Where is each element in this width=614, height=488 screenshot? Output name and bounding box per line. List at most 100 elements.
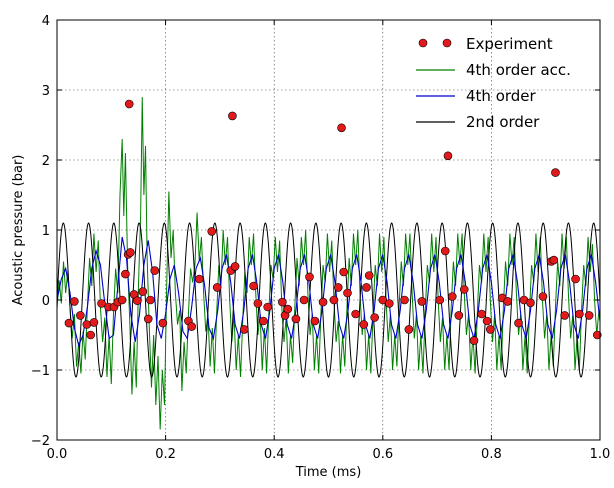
experiment-point (126, 248, 135, 257)
experiment-point (150, 266, 160, 275)
axis-ticks: 0.0 0.2 0.4 0.6 0.8 1.0 −2 −1 0 1 2 3 4 (31, 14, 611, 462)
experiment-point (97, 299, 106, 308)
experiment-point (253, 299, 263, 308)
experiment-point (440, 246, 450, 256)
y-axis-label: Acoustic pressure (bar) (11, 155, 26, 306)
experiment-point (551, 168, 560, 177)
experiment-point (82, 320, 92, 329)
experiment-point (571, 274, 580, 284)
experiment-point (138, 287, 148, 296)
experiment-point (76, 311, 85, 320)
experiment-point (404, 325, 414, 334)
experiment-point (333, 283, 343, 292)
experiment-point (207, 227, 217, 236)
experiment-point (526, 298, 535, 308)
legend-marker-experiment-2 (442, 38, 452, 48)
experiment-point (158, 318, 168, 328)
experiment-point (212, 283, 222, 292)
experiment-point (283, 304, 293, 314)
x-tick-label: 0.8 (481, 447, 502, 462)
series-line-4th-order-acc (57, 96, 600, 430)
experiment-point (378, 295, 388, 305)
legend-label-experiment: Experiment (466, 35, 553, 53)
experiment-point (447, 292, 457, 301)
experiment-point (575, 309, 584, 319)
y-tick-label: 2 (42, 154, 50, 169)
x-tick-label: 1.0 (590, 447, 611, 462)
experiment-point (249, 281, 258, 291)
x-tick-label: 0.6 (372, 447, 393, 462)
x-tick-label: 0.0 (47, 447, 68, 462)
experiment-point (514, 318, 523, 328)
experiment-point (359, 320, 369, 329)
experiment-point (318, 297, 328, 307)
x-axis-label: Time (ms) (295, 465, 362, 480)
experiment-point (194, 274, 204, 284)
experiment-point (121, 269, 130, 279)
x-tick-label: 0.4 (264, 447, 285, 462)
experiment-point (64, 318, 74, 328)
series-layer (57, 96, 602, 430)
experiment-point (477, 309, 486, 319)
experiment-point (417, 297, 427, 306)
experiment-point (299, 295, 309, 305)
experiment-point (560, 311, 570, 320)
experiment-point (339, 267, 349, 277)
experiment-point (124, 99, 134, 109)
legend-marker-experiment (418, 38, 428, 48)
experiment-point (70, 297, 79, 306)
legend: Experiment 4th order acc. 4th order 2nd … (416, 35, 571, 131)
experiment-point (549, 255, 559, 265)
experiment-point (291, 314, 301, 324)
experiment-point (592, 330, 602, 340)
experiment-point (482, 316, 492, 326)
legend-entry-2nd-order: 2nd order (416, 113, 540, 131)
y-tick-label: 3 (42, 84, 50, 99)
experiment-point (329, 295, 339, 305)
experiment-point (454, 311, 464, 320)
experiment-point (385, 299, 394, 308)
experiment-point (459, 285, 469, 294)
y-tick-label: 4 (42, 14, 50, 29)
experiment-point (187, 322, 196, 331)
legend-label-4th-order: 4th order (466, 87, 537, 105)
experiment-point (305, 272, 314, 282)
experiment-point (259, 316, 268, 326)
y-tick-label: 1 (42, 224, 50, 239)
experiment-point (117, 295, 127, 305)
experiment-point (133, 296, 142, 306)
experiment-point (263, 302, 272, 312)
experiment-point (370, 313, 379, 322)
experiment-point (351, 309, 360, 319)
experiment-point (230, 262, 240, 271)
legend-entry-4th-order: 4th order (416, 87, 537, 105)
y-tick-label: −2 (31, 434, 50, 449)
experiment-point (86, 330, 95, 340)
experiment-point (443, 151, 453, 161)
experiment-point (240, 325, 249, 334)
legend-label-4th-order-acc: 4th order acc. (466, 61, 571, 79)
series-line-4th-order (57, 236, 600, 348)
y-tick-label: −1 (31, 364, 50, 379)
legend-label-2nd-order: 2nd order (466, 113, 540, 131)
experiment-point (337, 123, 346, 133)
experiment-point (364, 271, 374, 280)
experiment-point (400, 295, 409, 305)
experiment-point (435, 295, 445, 305)
legend-entry-experiment: Experiment (418, 35, 553, 53)
experiment-point (310, 316, 320, 326)
y-tick-label: 0 (42, 294, 50, 309)
legend-entry-4th-order-acc: 4th order acc. (416, 61, 571, 79)
experiment-point (538, 292, 548, 301)
experiment-point (584, 311, 594, 320)
experiment-point (89, 318, 99, 327)
experiment-point (469, 336, 479, 345)
experiment-point (486, 325, 495, 334)
series-line-2nd-order (57, 222, 600, 378)
x-tick-label: 0.2 (155, 447, 176, 462)
experiment-point (228, 111, 237, 121)
experiment-point (343, 288, 352, 298)
